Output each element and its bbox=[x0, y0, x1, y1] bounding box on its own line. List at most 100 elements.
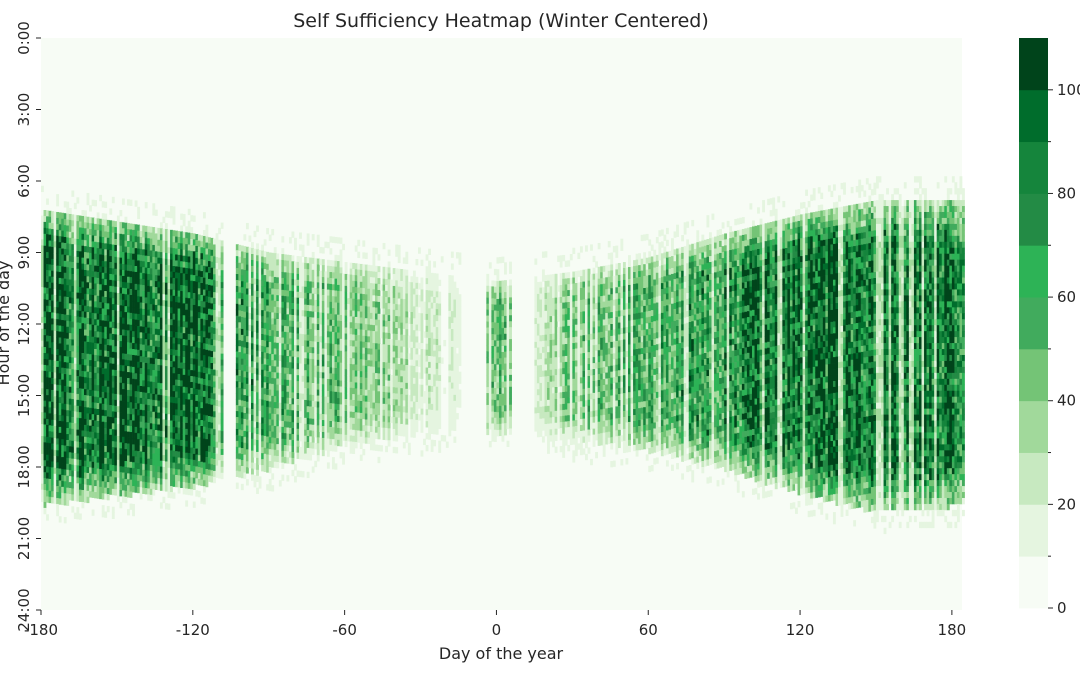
heatmap-cell bbox=[61, 266, 65, 273]
heatmap-column bbox=[278, 259, 282, 487]
heatmap-cell bbox=[104, 475, 108, 483]
heatmap-cell bbox=[180, 362, 184, 369]
heatmap-cell bbox=[268, 449, 272, 456]
heatmap-cell bbox=[137, 463, 141, 470]
heatmap-cell bbox=[147, 416, 151, 424]
heatmap-cell bbox=[111, 262, 115, 269]
heatmap-cell bbox=[51, 223, 54, 230]
heatmap-cell bbox=[109, 422, 113, 430]
heatmap-cell bbox=[180, 225, 184, 232]
heatmap-cell bbox=[195, 448, 199, 455]
heatmap-cell bbox=[63, 225, 67, 232]
heatmap-cell bbox=[152, 483, 156, 490]
heatmap-cell bbox=[114, 459, 118, 466]
heatmap-cell bbox=[129, 253, 133, 260]
heatmap-cell bbox=[147, 446, 151, 454]
heatmap-column bbox=[197, 234, 201, 498]
heatmap-cell bbox=[41, 346, 44, 353]
heatmap-cell bbox=[73, 333, 77, 341]
heatmap-cell bbox=[190, 411, 194, 419]
heatmap-cell bbox=[76, 328, 80, 335]
heatmap-cell bbox=[288, 457, 292, 464]
heatmap-cell bbox=[159, 329, 163, 336]
heatmap-cell bbox=[99, 445, 103, 452]
heatmap-cell bbox=[319, 336, 323, 343]
heatmap-cell bbox=[144, 333, 148, 340]
heatmap-cell bbox=[263, 275, 267, 282]
heatmap-cell bbox=[127, 258, 130, 266]
heatmap-column bbox=[195, 234, 199, 497]
heatmap-cell bbox=[157, 299, 161, 306]
heatmap-cell bbox=[273, 354, 277, 361]
heatmap-cell bbox=[147, 285, 151, 293]
heatmap-cell bbox=[182, 345, 186, 352]
heatmap-cell bbox=[337, 380, 340, 387]
heatmap-cell bbox=[253, 326, 257, 333]
heatmap-cell bbox=[152, 489, 156, 496]
heatmap-cell bbox=[78, 328, 82, 336]
heatmap-cell bbox=[149, 381, 153, 388]
heatmap-cell bbox=[132, 325, 135, 332]
heatmap-cell bbox=[324, 336, 328, 344]
heatmap-cell bbox=[114, 322, 118, 329]
heatmap-cell bbox=[278, 450, 282, 457]
heatmap-cell bbox=[61, 463, 65, 470]
heatmap-cell bbox=[73, 268, 77, 275]
heatmap-cell bbox=[306, 447, 310, 455]
heatmap-cell bbox=[170, 450, 173, 457]
heatmap-cell bbox=[306, 263, 310, 270]
heatmap-cell bbox=[202, 349, 206, 356]
heatmap-cell bbox=[121, 448, 125, 456]
heatmap-cell bbox=[43, 245, 47, 253]
heatmap-cell bbox=[334, 385, 338, 393]
heatmap-cell bbox=[273, 384, 277, 391]
heatmap-cell bbox=[127, 348, 130, 355]
heatmap-cell bbox=[238, 465, 242, 472]
heatmap-cell bbox=[63, 254, 67, 262]
heatmap-cell bbox=[263, 465, 267, 473]
heatmap-cell bbox=[311, 436, 315, 443]
heatmap-cell bbox=[294, 237, 297, 245]
heatmap-cell bbox=[157, 353, 161, 360]
heatmap-cell bbox=[326, 289, 330, 296]
heatmap-cell bbox=[109, 363, 113, 370]
heatmap-cell bbox=[326, 349, 330, 356]
heatmap-cell bbox=[81, 358, 85, 366]
heatmap-cell bbox=[73, 274, 77, 281]
heatmap-cell bbox=[84, 228, 87, 235]
heatmap-cell bbox=[192, 304, 196, 312]
heatmap-cell bbox=[276, 402, 280, 409]
heatmap-cell bbox=[51, 264, 54, 272]
heatmap-cell bbox=[215, 471, 219, 478]
heatmap-cell bbox=[258, 297, 262, 304]
heatmap-cell bbox=[144, 297, 148, 304]
heatmap-cell bbox=[301, 369, 305, 377]
heatmap-cell bbox=[248, 307, 252, 314]
heatmap-cell bbox=[124, 240, 128, 247]
heatmap-cell bbox=[81, 227, 85, 235]
heatmap-column bbox=[304, 256, 308, 460]
heatmap-cell bbox=[127, 485, 130, 492]
heatmap-cell bbox=[129, 414, 133, 421]
heatmap-cell bbox=[76, 244, 80, 252]
heatmap-cell bbox=[172, 277, 176, 285]
heatmap-cell bbox=[263, 269, 267, 276]
heatmap-cell bbox=[116, 251, 120, 258]
heatmap-cell bbox=[129, 503, 133, 510]
heatmap-cell bbox=[137, 331, 141, 339]
heatmap-cell bbox=[294, 333, 297, 340]
heatmap-cell bbox=[334, 338, 338, 345]
heatmap-cell bbox=[197, 431, 201, 438]
heatmap-cell bbox=[299, 393, 302, 400]
heatmap-cell bbox=[197, 282, 201, 289]
heatmap-cell bbox=[283, 266, 287, 273]
heatmap-cell bbox=[58, 498, 62, 505]
heatmap-cell bbox=[311, 365, 315, 372]
heatmap-cell bbox=[84, 436, 87, 444]
heatmap-cell bbox=[159, 466, 163, 473]
heatmap-cell bbox=[104, 451, 108, 459]
heatmap-cell bbox=[124, 383, 128, 390]
heatmap-cell bbox=[258, 333, 262, 340]
heatmap-cell bbox=[337, 284, 340, 292]
heatmap-cell bbox=[76, 215, 80, 222]
